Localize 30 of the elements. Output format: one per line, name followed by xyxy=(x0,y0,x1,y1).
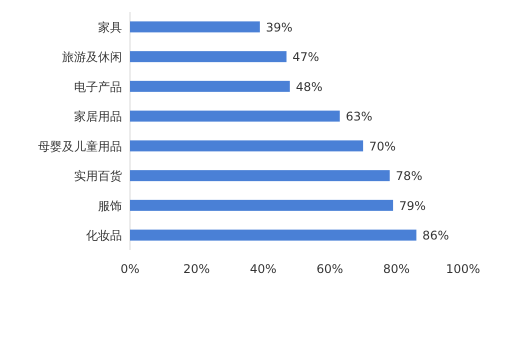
x-tick-label: 60% xyxy=(316,262,344,276)
bar xyxy=(130,110,340,122)
y-tick-label: 电子产品 xyxy=(74,80,122,94)
y-tick-label: 实用百货 xyxy=(74,169,122,184)
bar xyxy=(130,21,260,32)
data-label: 70% xyxy=(369,139,396,154)
data-label: 47% xyxy=(292,50,320,64)
y-tick-label: 家居用品 xyxy=(74,110,122,124)
x-tick-label: 100% xyxy=(446,262,480,276)
x-tick-label: 20% xyxy=(183,262,210,276)
y-tick-label: 家具 xyxy=(98,20,122,34)
x-tick-label: 40% xyxy=(250,262,277,276)
data-label: 48% xyxy=(296,80,323,94)
data-label: 63% xyxy=(346,110,372,124)
y-tick-label: 母婴及儿童用品 xyxy=(38,139,122,154)
bar xyxy=(130,170,390,182)
bar xyxy=(130,140,364,152)
bar xyxy=(130,51,287,62)
data-label: 39% xyxy=(266,20,293,34)
bar xyxy=(130,200,394,211)
bar xyxy=(130,80,290,92)
x-tick-label: 0% xyxy=(120,262,140,276)
data-label: 79% xyxy=(399,198,426,213)
bar xyxy=(130,230,416,241)
y-tick-label: 化妆品 xyxy=(86,228,122,243)
x-tick-label: 80% xyxy=(383,262,410,276)
y-tick-label: 服饰 xyxy=(98,198,122,213)
data-label: 86% xyxy=(422,228,450,243)
data-label: 78% xyxy=(396,169,422,184)
y-tick-label: 旅游及休闲 xyxy=(62,50,122,64)
